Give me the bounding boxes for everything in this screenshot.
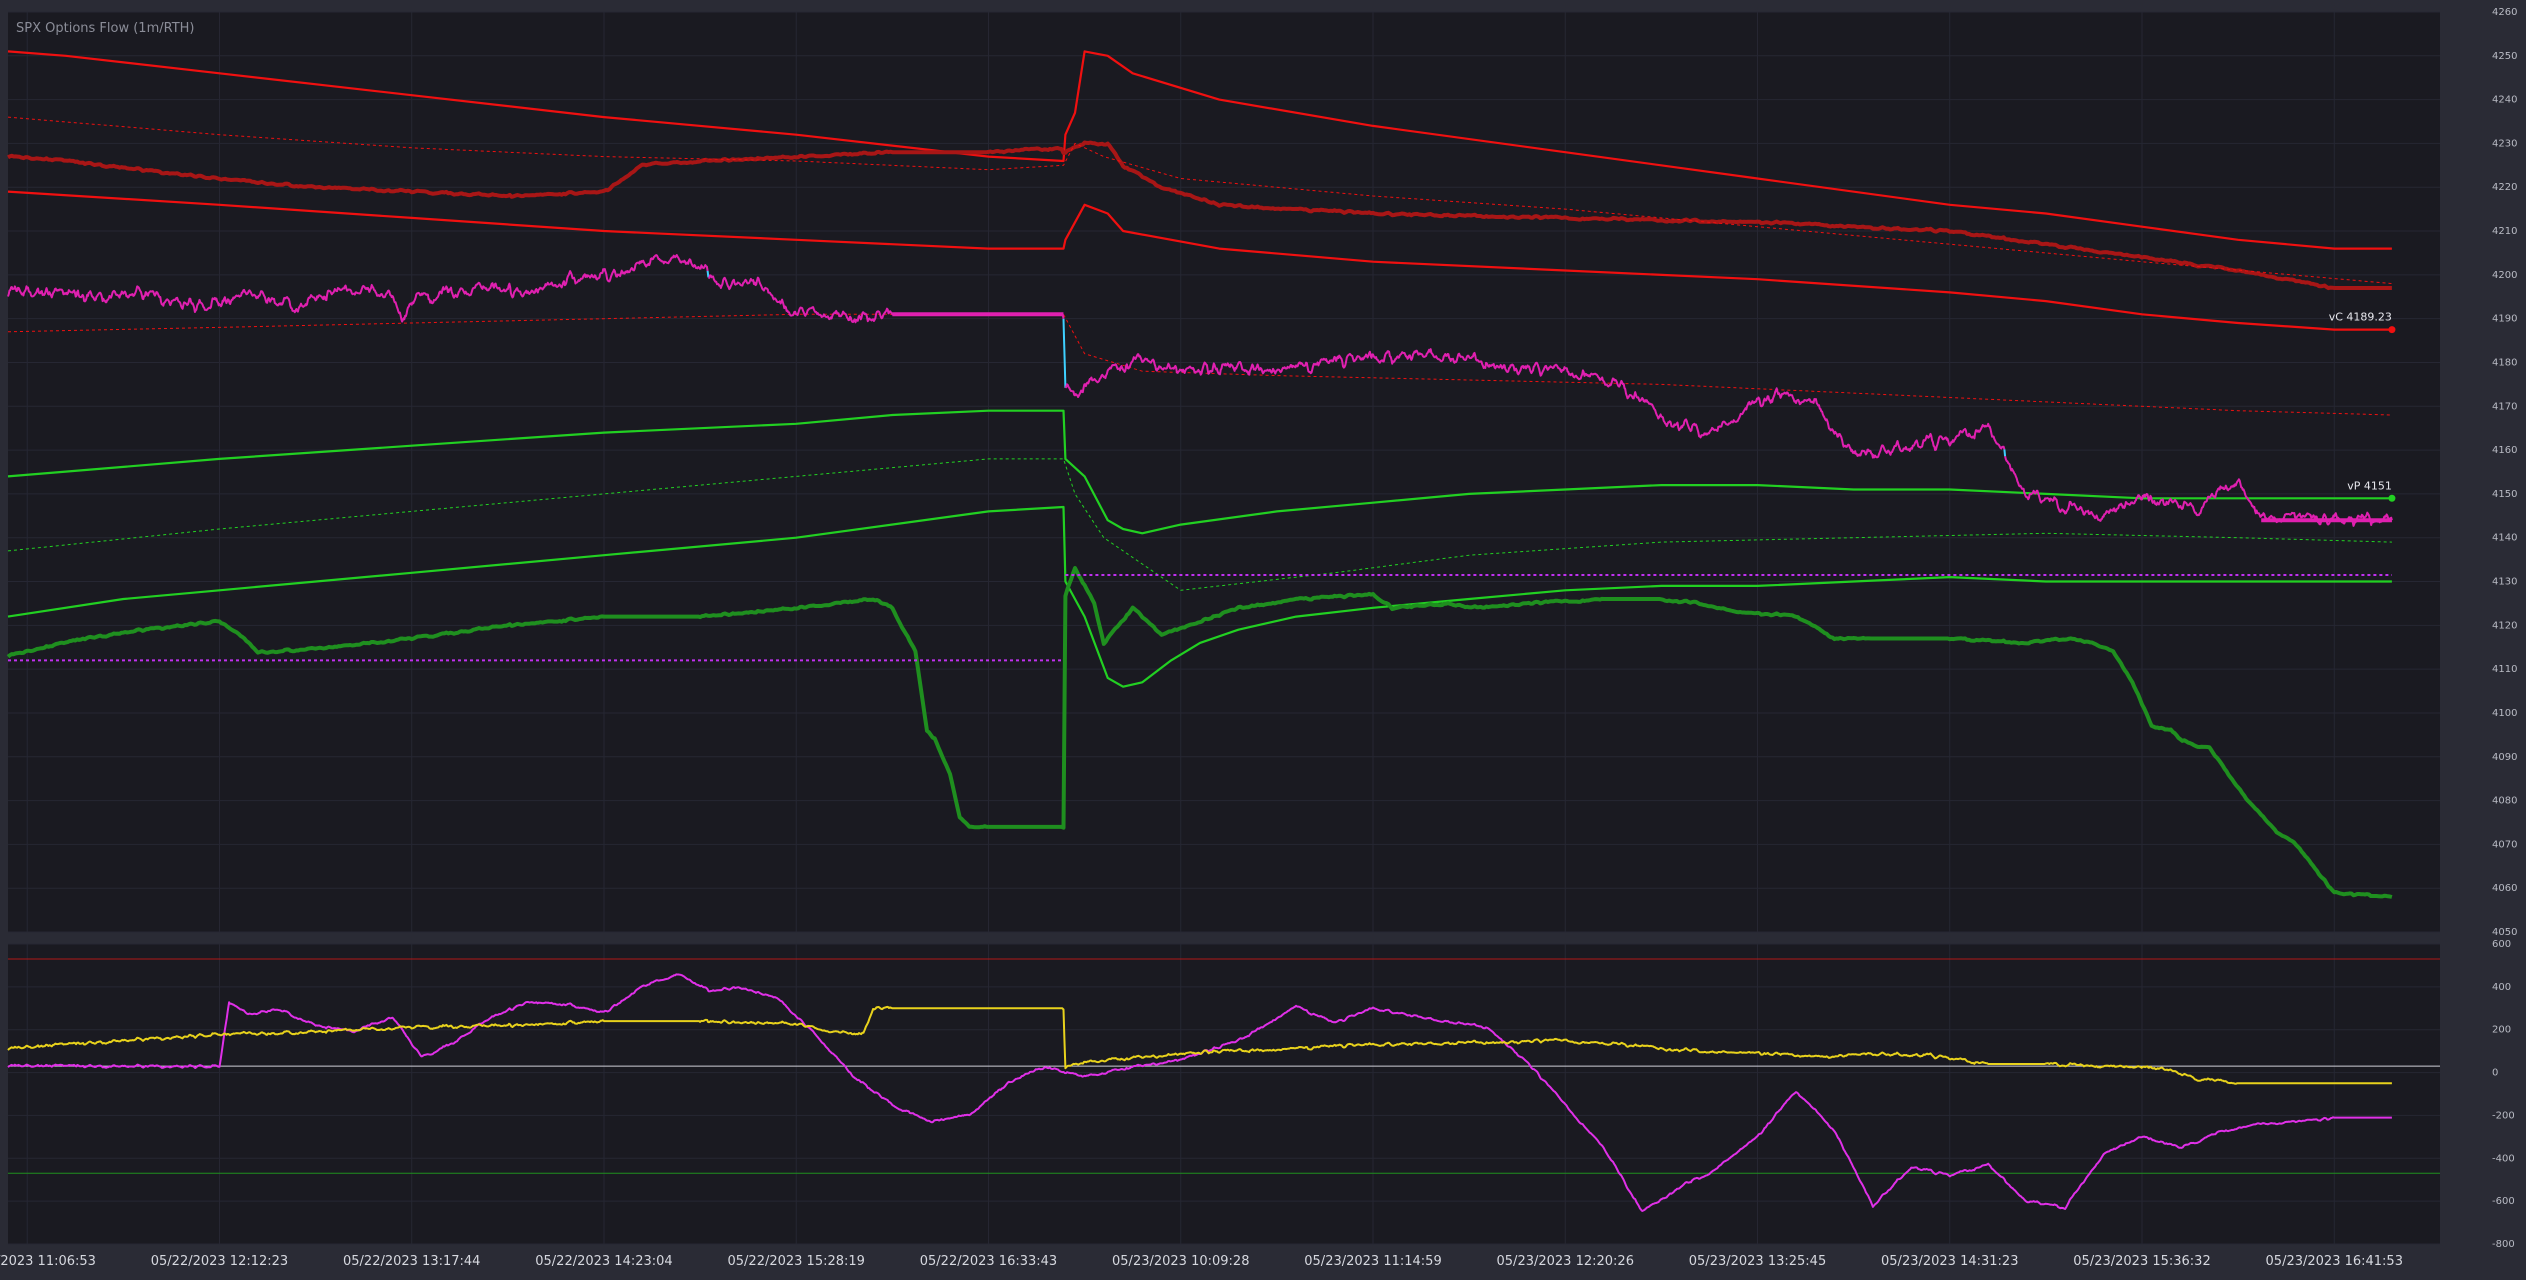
flow-y-axis: 600 400 200 0 -200 -400 -600 -800 [2492,939,2515,1250]
main-y-tick-label: 4130 [2492,577,2517,588]
main-y-tick-label: 4120 [2492,620,2517,631]
main-y-tick-label: 4070 [2492,839,2517,850]
main-y-tick-label: 4240 [2492,95,2517,106]
x-tick-label: 05/22/2023 16:33:43 [920,1254,1057,1269]
flow-y-tick-label: -200 [2492,1110,2515,1121]
annotation-label: vC 4189.23 [2329,311,2392,324]
x-tick-label: 05/22/2023 12:12:23 [151,1254,288,1269]
series-put-wall-lower-7 [7,505,2392,688]
main-y-tick-label: 4160 [2492,445,2517,456]
x-tick-label: 05/23/2023 12:20:26 [1497,1254,1634,1269]
main-y-tick-label: 4230 [2492,138,2517,149]
flow-y-tick-label: 600 [2492,939,2511,950]
main-y-tick-label: 4220 [2492,182,2517,193]
main-y-tick-label: 4100 [2492,708,2517,719]
x-tick-label: 05/23/2023 14:31:23 [1881,1254,2018,1269]
series-put-wall-upper-5 [7,409,2392,535]
series-call-wall-upper-0 [7,50,2392,250]
series-put-gamma-8 [6,566,2393,899]
x-tick-label: 05/22/2023 13:17:44 [343,1254,480,1269]
series-upper-reference-4 [7,313,2392,416]
main-y-tick-label: 4180 [2492,357,2517,368]
main-y-tick-label: 4170 [2492,401,2517,412]
line-annotations: vC 4189.23 vP 4151 [2329,311,2396,502]
price-segment [706,270,710,278]
flow-y-tick-label: -400 [2492,1153,2515,1164]
flow-y-tick-label: 200 [2492,1025,2511,1036]
main-series-group [6,50,2393,899]
series-put-reference-6 [7,458,2392,591]
main-y-tick-label: 4200 [2492,270,2517,281]
x-tick-label: 05/22/2023 11:06:53 [0,1254,96,1269]
main-y-tick-label: 4140 [2492,533,2517,544]
x-axis: 05/22/2023 11:06:53 05/22/2023 12:12:23 05… [0,1254,2403,1269]
main-y-tick-label: 4260 [2492,7,2517,18]
x-tick-label: 05/23/2023 16:41:53 [2266,1254,2403,1269]
annotation-label: vP 4151 [2347,479,2392,492]
main-y-axis: 4050 4060 4070 4080 4090 4100 4110 4120 4130 4140… [2492,7,2517,938]
flow-pane [8,944,2440,1244]
annotation-marker [2388,494,2396,502]
price-segment [7,254,709,323]
main-y-tick-label: 4210 [2492,226,2517,237]
x-tick-label: 05/23/2023 10:09:28 [1112,1254,1249,1269]
flow-y-tick-label: -600 [2492,1196,2515,1207]
series-flow-yellow [7,1005,2392,1085]
main-y-tick-label: 4250 [2492,51,2517,62]
price-segment [2004,456,2393,527]
flow-y-tick-label: 400 [2492,982,2511,993]
main-y-tick-label: 4150 [2492,489,2517,500]
series-call-wall-lower-2 [7,190,2392,331]
chart-title: SPX Options Flow (1m/RTH) [16,21,195,36]
annotation-marker [2388,326,2396,334]
main-y-tick-label: 4060 [2492,883,2517,894]
x-tick-label: 05/22/2023 14:23:04 [535,1254,672,1269]
main-y-tick-label: 4050 [2492,927,2517,938]
price-segment [2003,449,2007,457]
flow-y-tick-label: 0 [2492,1068,2498,1079]
price-segment [1062,318,1067,388]
x-tick-label: 05/23/2023 11:14:59 [1304,1254,1441,1269]
main-y-tick-label: 4190 [2492,314,2517,325]
x-tick-label: 05/22/2023 15:28:19 [728,1254,865,1269]
price-segment [1064,348,2006,459]
main-y-tick-label: 4080 [2492,796,2517,807]
main-y-tick-label: 4090 [2492,752,2517,763]
main-pane [8,12,2440,932]
x-tick-label: 05/23/2023 13:25:45 [1689,1254,1826,1269]
series-call-gamma-1 [7,140,2392,291]
x-tick-label: 05/23/2023 15:36:32 [2073,1254,2210,1269]
main-y-tick-label: 4110 [2492,664,2517,675]
flow-y-tick-label: -800 [2492,1239,2515,1250]
flow-series-group [7,958,2440,1212]
